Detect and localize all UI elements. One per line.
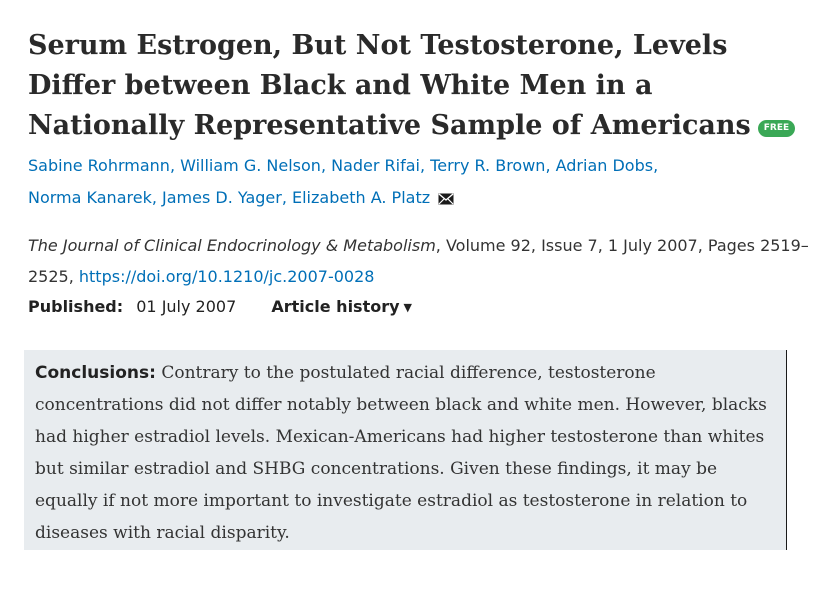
author-link[interactable]: Adrian Dobs	[555, 156, 654, 175]
author-link[interactable]: Nader Rifai	[331, 156, 420, 175]
free-badge-icon: FREE	[757, 120, 796, 137]
author-link[interactable]: Norma Kanarek	[28, 188, 152, 207]
published-label: Published:	[28, 297, 124, 316]
conclusions-text: Contrary to the postulated racial differ…	[35, 363, 767, 543]
doi-link[interactable]: https://doi.org/10.1210/jc.2007-0028	[78, 267, 375, 286]
envelope-icon[interactable]	[438, 184, 454, 216]
article-history-label: Article history	[271, 297, 400, 316]
article-title-text: Serum Estrogen, But Not Testosterone, Le…	[28, 30, 751, 141]
abstract-conclusions: Conclusions: Contrary to the postulated …	[24, 350, 787, 550]
publication-info: Published: 01 July 2007 Article history ▼	[28, 292, 412, 323]
author-link[interactable]: Elizabeth A. Platz	[292, 188, 431, 207]
journal-name: The Journal of Clinical Endocrinology & …	[28, 236, 436, 255]
author-link[interactable]: Terry R. Brown	[430, 156, 546, 175]
citation: The Journal of Clinical Endocrinology & …	[28, 230, 828, 292]
citation-details: , Volume 92, Issue 7, 1 July 2007, Pages…	[28, 236, 809, 286]
triangle-down-icon: ▼	[403, 301, 412, 314]
author-link[interactable]: James D. Yager	[162, 188, 282, 207]
article-history-toggle[interactable]: Article history ▼	[271, 297, 412, 316]
article-title: Serum Estrogen, But Not Testosterone, Le…	[28, 26, 818, 146]
author-list: Sabine Rohrmann, William G. Nelson, Nade…	[28, 150, 808, 216]
author-link[interactable]: Sabine Rohrmann	[28, 156, 170, 175]
author-link[interactable]: William G. Nelson	[180, 156, 321, 175]
published-date: 01 July 2007	[136, 297, 237, 316]
conclusions-label: Conclusions:	[35, 363, 156, 383]
